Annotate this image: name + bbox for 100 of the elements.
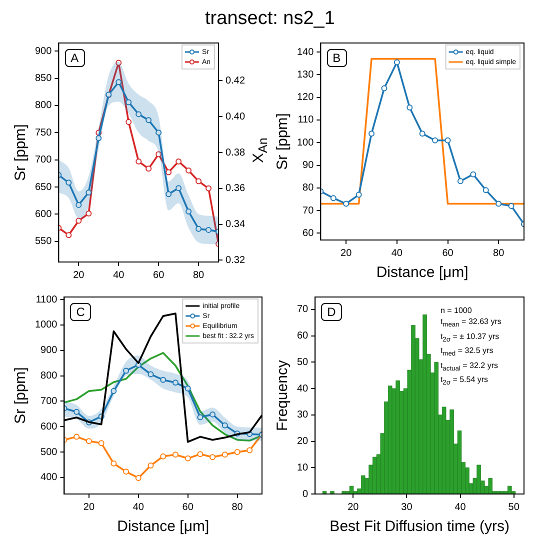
x-tick-label: 80 xyxy=(232,502,244,513)
point xyxy=(86,438,92,444)
point xyxy=(186,208,192,214)
y-tick-label: 30 xyxy=(297,410,309,421)
y2-tick-label: 0.38 xyxy=(226,147,246,158)
y2-tick-label: 0.40 xyxy=(226,111,246,122)
point xyxy=(116,60,122,66)
y-tick-label: 400 xyxy=(40,472,58,484)
point xyxy=(172,380,178,386)
y-tick-label: 60 xyxy=(297,330,309,342)
y-tick-label: 550 xyxy=(34,236,52,248)
x-tick-label: 20 xyxy=(83,502,95,513)
y2-tick-label: 0.32 xyxy=(226,254,246,266)
point xyxy=(76,202,82,208)
point xyxy=(110,388,117,394)
y-tick-label: 80 xyxy=(302,182,314,194)
y-tick-label: 600 xyxy=(40,421,58,432)
y-tick-label: 900 xyxy=(34,46,52,57)
x-tick-label: 40 xyxy=(113,270,125,281)
x-axis-title: Distance [μm] xyxy=(376,264,468,282)
point xyxy=(123,368,130,374)
point xyxy=(206,185,212,192)
x-tick-label: 80 xyxy=(493,248,505,259)
y2-tick-label: 0.42 xyxy=(226,75,246,86)
point xyxy=(356,192,362,198)
text: transect: ns2_1 xyxy=(204,8,336,31)
point xyxy=(160,376,166,383)
point xyxy=(172,452,178,458)
x-axis-title: Distance [μm] xyxy=(117,518,210,536)
point xyxy=(148,371,154,378)
point xyxy=(74,408,80,415)
y-tick-label: 50 xyxy=(297,356,309,368)
point xyxy=(457,178,464,184)
y-axis-title: Frequency xyxy=(274,360,292,431)
annotation: B xyxy=(326,49,347,67)
y-tick-label: 900 xyxy=(40,345,58,356)
x-tick-label: 60 xyxy=(442,248,454,259)
point xyxy=(160,453,166,460)
point xyxy=(176,185,182,192)
point xyxy=(186,167,192,174)
point xyxy=(210,411,216,418)
y-tick-label: 110 xyxy=(298,114,314,126)
point xyxy=(148,462,154,469)
point xyxy=(184,455,191,462)
y-tick-label: 90 xyxy=(302,160,314,172)
annotation: t$_{mean}$ = 32.63 yrs xyxy=(440,316,502,331)
x-tick-label: 40 xyxy=(391,248,403,259)
y-tick-label: 70 xyxy=(302,205,314,216)
point xyxy=(126,99,132,106)
y-tick-label: 500 xyxy=(40,446,58,458)
y2-tick-label: 0.34 xyxy=(226,219,246,230)
point xyxy=(98,440,104,446)
y-tick-label: 60 xyxy=(302,228,314,239)
point xyxy=(196,226,202,232)
point xyxy=(166,169,172,176)
point xyxy=(394,59,400,66)
point xyxy=(136,158,142,164)
annotation: n = 1000 xyxy=(440,305,473,316)
point xyxy=(126,118,132,125)
y-tick-label: 850 xyxy=(34,73,52,84)
y-tick-label: 1000 xyxy=(34,320,58,331)
y-tick-label: 750 xyxy=(34,127,52,138)
y-tick-label: 10 xyxy=(297,462,309,474)
point xyxy=(135,474,142,481)
y-tick-label: 20 xyxy=(297,436,309,448)
point xyxy=(210,454,216,460)
point xyxy=(166,191,172,198)
x-tick-label: 40 xyxy=(132,502,144,513)
point xyxy=(146,166,152,172)
x-tick-label: 60 xyxy=(153,270,165,281)
y-tick-label: 700 xyxy=(34,154,52,166)
point xyxy=(419,130,426,137)
x-tick-label: 80 xyxy=(192,270,205,281)
point xyxy=(508,203,514,210)
y2-tick-label: 0.36 xyxy=(226,183,246,194)
point xyxy=(496,200,502,207)
y-axis-title: Sr [ppm] xyxy=(12,367,30,424)
point xyxy=(110,460,117,466)
y-tick-label: 100 xyxy=(296,137,314,148)
y-axis-title: Sr [ppm] xyxy=(274,113,292,170)
y-tick-label: 130 xyxy=(296,69,314,80)
x-axis-title: Best Fit Diffusion time (yrs) xyxy=(330,518,510,536)
point xyxy=(66,180,72,186)
point xyxy=(66,232,72,238)
point xyxy=(406,104,413,111)
point xyxy=(482,187,489,194)
point xyxy=(368,130,375,137)
point xyxy=(206,226,212,233)
point xyxy=(381,85,388,92)
y-tick-label: 800 xyxy=(34,100,52,112)
y-tick-label: 600 xyxy=(34,208,52,220)
point xyxy=(136,111,142,118)
point xyxy=(156,130,162,136)
point xyxy=(123,468,130,475)
annotation: C xyxy=(70,303,91,321)
annotation: t$_{2σ}$ = ± 10.37 yrs xyxy=(440,330,500,346)
point xyxy=(222,422,228,428)
point xyxy=(234,449,240,456)
point xyxy=(196,178,202,184)
y-tick-label: 40 xyxy=(297,383,309,394)
